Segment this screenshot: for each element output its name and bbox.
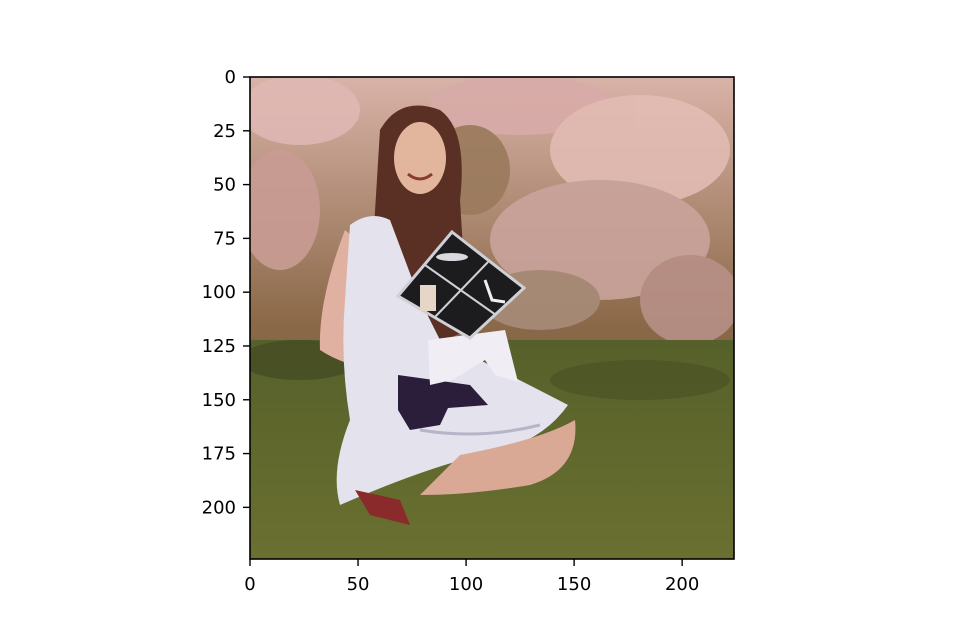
y-tick-label: 200 [202, 497, 236, 518]
y-tick-label: 150 [202, 390, 236, 411]
person [319, 105, 576, 525]
x-tick-label: 100 [449, 574, 483, 595]
y-axis: 0 25 50 75 100 125 150 175 200 [202, 67, 250, 518]
graduation-cap [395, 229, 527, 340]
y-tick-label: 0 [225, 67, 236, 88]
y-tick-label: 100 [202, 282, 236, 303]
axes-frame [249, 76, 735, 560]
x-axis: 0 50 100 150 200 [244, 559, 699, 595]
x-tick-label: 50 [347, 574, 370, 595]
y-tick-label: 25 [213, 121, 236, 142]
x-tick-label: 150 [557, 574, 591, 595]
y-tick-label: 75 [213, 228, 236, 249]
y-tick-label: 175 [202, 444, 236, 465]
x-tick-label: 200 [665, 574, 699, 595]
y-tick-label: 50 [213, 175, 236, 196]
x-tick-label: 0 [244, 574, 255, 595]
image-panel [250, 77, 734, 559]
y-tick-label: 125 [202, 336, 236, 357]
